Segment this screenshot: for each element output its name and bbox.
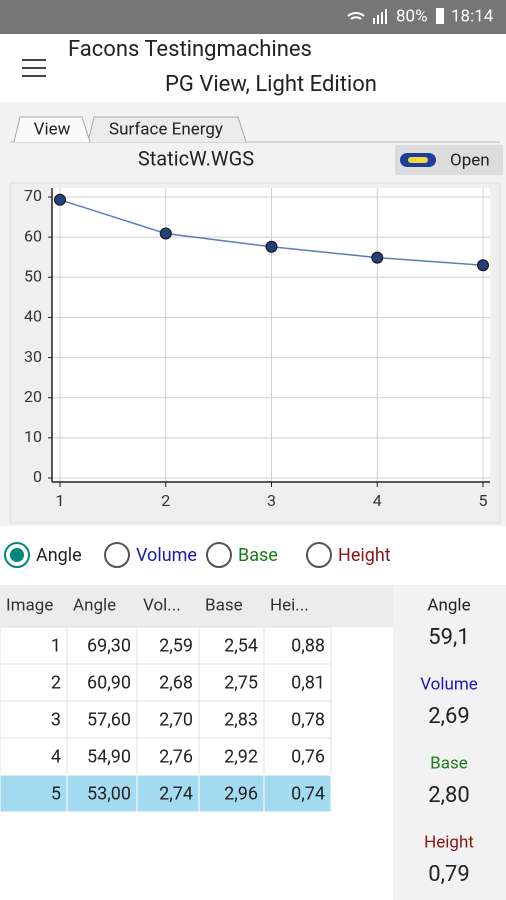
table-row[interactable] — [0, 664, 331, 701]
column-header: Base — [205, 595, 243, 615]
radio-button[interactable] — [306, 542, 332, 568]
table-cell: 2,70 — [159, 709, 193, 730]
x-tick-label: 3 — [267, 491, 276, 510]
radio-button[interactable] — [206, 542, 232, 568]
table-cell: 2,83 — [224, 709, 258, 730]
open-button[interactable]: Open — [395, 145, 503, 175]
table-cell: 0,74 — [291, 783, 325, 804]
y-tick-label: 30 — [24, 347, 42, 366]
summary-value: 2,69 — [428, 704, 469, 729]
tab-label[interactable]: Surface Energy — [109, 119, 223, 139]
signal-icon — [377, 15, 379, 24]
chart: 0 10 20 30 40 50 60 70 1 2 3 4 5 — [24, 186, 490, 510]
table-cell: 2 — [51, 672, 61, 693]
app-subtitle: PG View, Light Edition — [165, 72, 377, 97]
table-row[interactable] — [0, 738, 331, 775]
summary-value: 2,80 — [428, 783, 469, 808]
table-cell: 2,75 — [224, 672, 258, 693]
radio-button[interactable] — [104, 542, 130, 568]
radio-label[interactable]: Volume — [136, 545, 197, 566]
app-title: Facons Testingmachines — [68, 37, 312, 62]
summary-label: Height — [424, 832, 474, 852]
data-point — [265, 240, 278, 253]
data-point — [54, 193, 66, 206]
menu-button[interactable] — [22, 59, 46, 77]
table-cell: 0,81 — [291, 672, 325, 693]
table-cell: 53,00 — [87, 783, 131, 804]
y-tick-label: 60 — [24, 226, 42, 245]
data-point — [159, 227, 172, 240]
open-button-label[interactable]: Open — [450, 150, 490, 170]
column-header: Angle — [73, 595, 116, 615]
y-tick-label: 0 — [33, 467, 42, 486]
table-cell: 60,90 — [87, 672, 131, 693]
column-header: Image — [6, 595, 53, 615]
signal-icon — [373, 18, 375, 24]
summary-label: Base — [430, 753, 468, 773]
table-cell: 54,90 — [87, 746, 131, 767]
radio-dot — [10, 548, 24, 562]
table-cell: 2,74 — [159, 783, 193, 804]
radio-label[interactable]: Angle — [36, 545, 82, 566]
y-tick-label: 70 — [24, 186, 42, 205]
column-header: Hei... — [270, 595, 309, 615]
summary-panel — [393, 585, 506, 900]
table-cell: 2,54 — [224, 635, 258, 656]
data-point — [477, 259, 489, 272]
table-row[interactable] — [0, 701, 331, 738]
x-tick-label: 5 — [479, 491, 488, 510]
radio-button[interactable] — [4, 542, 30, 568]
y-tick-label: 10 — [24, 427, 42, 446]
battery-percent: 80% — [396, 6, 428, 26]
wifi-icon — [347, 12, 365, 20]
table-cell: 2,96 — [224, 783, 258, 804]
data-table: Image Angle Vol... Base Hei... 1 69,30 2,59 2,54… — [0, 585, 393, 813]
summary: Angle 59,1 Volume 2,69 Base 2,80 Height 0,79 — [420, 595, 478, 886]
table-cell: 57,60 — [87, 709, 131, 730]
status-bar — [0, 0, 506, 34]
radio-label[interactable]: Base — [238, 545, 278, 566]
table-header-bg — [0, 585, 393, 627]
signal-icon — [381, 12, 383, 24]
y-tick-label: 20 — [24, 387, 42, 406]
data-point — [371, 251, 384, 264]
tab-shape[interactable] — [13, 116, 91, 143]
table-cell: 1 — [51, 635, 61, 656]
table-cell: 4 — [51, 746, 61, 767]
x-tick-label: 4 — [373, 491, 382, 510]
table-cell: 2,68 — [159, 672, 193, 693]
summary-label: Angle — [427, 595, 470, 615]
radio-group: Angle Volume Base Height — [4, 542, 391, 568]
summary-value: 59,1 — [428, 625, 469, 650]
radio-label[interactable]: Height — [338, 545, 391, 566]
table-cell: 69,30 — [87, 635, 131, 656]
summary-label: Volume — [420, 674, 478, 694]
battery-icon — [436, 8, 444, 24]
table-cell: 0,76 — [291, 746, 325, 767]
clock: 18:14 — [451, 6, 494, 26]
table-cell: 5 — [51, 783, 61, 804]
signal-icon — [385, 9, 387, 24]
x-tick-label: 1 — [56, 491, 65, 510]
cell-border — [263, 774, 332, 813]
table-cell: 2,92 — [224, 746, 258, 767]
column-header: Vol... — [143, 595, 181, 615]
table-cell: 2,76 — [159, 746, 193, 767]
file-name: StaticW.WGS — [138, 146, 254, 170]
x-tick-label: 2 — [161, 491, 170, 510]
summary-value: 0,79 — [428, 862, 469, 887]
y-tick-label: 50 — [24, 267, 42, 286]
table-cell: 0,78 — [291, 709, 325, 730]
selected-row[interactable] — [0, 775, 331, 812]
tab-label[interactable]: View — [34, 119, 71, 139]
y-tick-label: 40 — [24, 307, 42, 326]
table-row[interactable] — [0, 627, 331, 664]
table-cell: 2,59 — [159, 635, 193, 656]
table-cell: 3 — [51, 709, 61, 730]
tab-shape[interactable] — [87, 116, 247, 143]
table-cell: 0,88 — [291, 635, 325, 656]
